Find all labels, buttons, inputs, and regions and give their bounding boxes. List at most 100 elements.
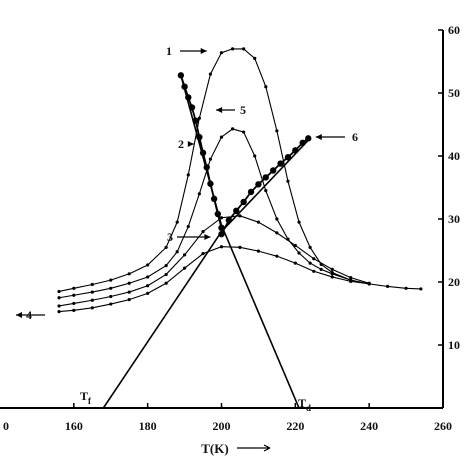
- series-3-point: [127, 290, 131, 294]
- series-5-point: [203, 164, 210, 171]
- series-3-point: [219, 216, 224, 220]
- series-4-point: [293, 261, 297, 265]
- annotation-arrowhead-2: [187, 141, 194, 147]
- series-1-point: [72, 286, 76, 290]
- series-2-point: [146, 275, 150, 279]
- annotation-arrowhead-5: [216, 107, 223, 113]
- series-1-point: [127, 272, 131, 276]
- series-1-point: [57, 289, 61, 294]
- series-5-point: [199, 149, 207, 157]
- y-tick-label-60: 60: [448, 23, 460, 37]
- series-2-point: [57, 296, 61, 300]
- series-4-point: [72, 308, 76, 312]
- series-2-point: [175, 250, 179, 254]
- series-1-point: [286, 179, 290, 183]
- series-3-point: [201, 230, 205, 234]
- annotation-label-2: 2: [178, 137, 184, 151]
- y-tick-label-10: 10: [448, 338, 460, 352]
- series-1-point: [308, 245, 312, 249]
- series-1-point: [208, 72, 213, 76]
- series-4-line: [59, 246, 370, 313]
- series-6-point: [247, 188, 255, 196]
- series-3-point: [349, 275, 353, 280]
- series-3-point: [109, 294, 113, 299]
- series-3-point: [238, 214, 242, 218]
- series-2-point: [109, 286, 113, 290]
- series-5-point: [185, 94, 192, 101]
- series-4-point: [127, 298, 131, 302]
- series-5-point: [192, 117, 199, 124]
- series-3-point: [330, 267, 334, 271]
- series-5: [177, 72, 225, 232]
- annotation-arrowhead-4: [16, 312, 22, 318]
- series-1-point: [90, 282, 94, 287]
- series-5-point: [196, 133, 203, 141]
- series-1-point: [275, 129, 279, 133]
- series-5-point: [181, 83, 188, 90]
- series-6-point: [233, 207, 240, 215]
- series-1-point: [230, 47, 235, 51]
- annotation-5: 5: [216, 103, 246, 117]
- series-3: [57, 214, 371, 308]
- annotation-label-1: 1: [166, 44, 172, 58]
- series-4-point: [330, 275, 334, 279]
- x-tick-label-160: 160: [65, 419, 83, 433]
- annotation-label-3: 3: [167, 230, 173, 244]
- series-2-point: [264, 189, 268, 193]
- x-tick-label-220: 220: [286, 419, 304, 433]
- series-4-point: [312, 269, 316, 273]
- series-6-point: [225, 217, 233, 224]
- series-1: [57, 47, 423, 294]
- series-6-point: [284, 154, 292, 161]
- annotation-6: 6: [315, 130, 358, 144]
- series-2-point: [164, 264, 168, 268]
- series-1-point: [146, 263, 150, 267]
- series-1-point: [264, 85, 268, 89]
- x-tick-label-180: 180: [139, 419, 157, 433]
- series-2-point: [219, 135, 224, 139]
- annotation-arrowhead-3: [204, 234, 211, 240]
- annotation-label-5: 5: [240, 103, 246, 117]
- series-2: [57, 127, 371, 300]
- series-2-point: [253, 154, 257, 158]
- series-6-point: [269, 167, 277, 174]
- series-6: [218, 135, 312, 238]
- series-3-line: [58, 215, 370, 307]
- series-1-point: [175, 220, 179, 224]
- series-1-point: [164, 245, 168, 249]
- series-2-point: [208, 157, 213, 161]
- series-2-point: [308, 261, 312, 265]
- x-ticks: 160 180 200 220 240 260 0: [3, 403, 452, 433]
- series-3-point: [312, 257, 316, 261]
- x-tick-label-260: 260: [434, 419, 452, 433]
- series-5-point: [188, 104, 196, 111]
- series-3-point: [90, 298, 94, 302]
- series-6-point: [218, 230, 225, 238]
- series-4-point: [57, 310, 61, 314]
- series-4-point: [182, 266, 187, 270]
- series-4-point: [109, 302, 113, 306]
- series-4-point: [349, 279, 353, 283]
- line-Tf: [102, 137, 311, 409]
- y-tick-label-30: 30: [448, 212, 460, 226]
- series-1-point: [404, 286, 408, 290]
- reference-lines: [102, 75, 311, 409]
- series-1-point: [297, 220, 301, 224]
- series-3-point: [256, 220, 261, 224]
- series-4-point: [238, 245, 242, 249]
- annotation-3: 3: [167, 230, 211, 244]
- series-4-point: [90, 306, 94, 310]
- series-2-point: [90, 290, 94, 294]
- series-2-point: [230, 127, 235, 131]
- series-2-point: [319, 267, 323, 271]
- series-1-point: [109, 278, 113, 282]
- series-1-point: [197, 116, 201, 120]
- y-ticks: 10 20 30 40 50 60: [438, 23, 460, 352]
- series-1-point: [242, 47, 246, 51]
- series-3-point: [164, 272, 168, 277]
- series-3-point: [146, 284, 150, 288]
- y-tick-label-20: 20: [448, 275, 460, 289]
- series-6-point: [262, 174, 269, 181]
- series-4-point: [146, 291, 150, 295]
